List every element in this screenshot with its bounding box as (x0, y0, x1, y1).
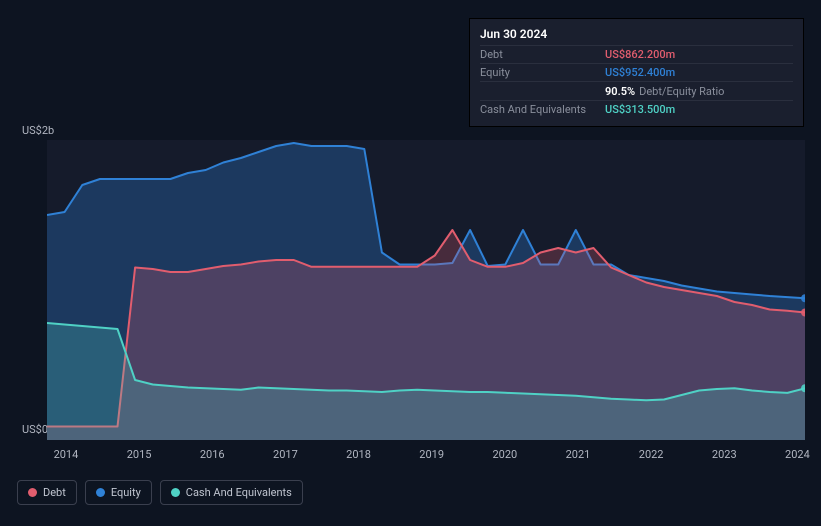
x-tick: 2023 (712, 448, 737, 461)
x-tick: 2016 (200, 448, 225, 461)
legend-item-cash[interactable]: Cash And Equivalents (160, 480, 303, 505)
legend-dot-icon (28, 488, 37, 497)
x-tick: 2024 (785, 448, 810, 461)
legend-dot-icon (171, 488, 180, 497)
legend-item-debt[interactable]: Debt (17, 480, 77, 505)
y-axis-min-label: US$0 (22, 423, 48, 436)
tooltip-ratio-value: 90.5% (605, 85, 635, 98)
y-axis-max-label: US$2b (22, 124, 54, 137)
x-tick: 2022 (639, 448, 664, 461)
tooltip-row-value: US$313.500m (605, 103, 675, 116)
tooltip-row-label: Cash And Equivalents (480, 103, 605, 116)
x-tick: 2020 (492, 448, 517, 461)
tooltip-row: EquityUS$952.400m (480, 63, 793, 81)
legend-label: Debt (43, 486, 66, 499)
x-tick: 2015 (127, 448, 152, 461)
tooltip-row: Cash And EquivalentsUS$313.500m (480, 100, 793, 118)
tooltip-row-value: US$862.200m (605, 48, 675, 61)
x-tick: 2019 (419, 448, 444, 461)
x-tick: 2017 (273, 448, 298, 461)
tooltip-row-label: Debt (480, 48, 605, 61)
x-tick: 2021 (566, 448, 591, 461)
legend-item-equity[interactable]: Equity (85, 480, 152, 505)
legend-label: Cash And Equivalents (186, 486, 292, 499)
x-axis: 2014 2015 2016 2017 2018 2019 2020 2021 2022 2023… (47, 448, 805, 468)
data-tooltip: Jun 30 2024 DebtUS$862.200mEquityUS$952.… (469, 18, 804, 127)
tooltip-row-label: Equity (480, 66, 605, 79)
tooltip-row: DebtUS$862.200m (480, 45, 793, 63)
chart-container: Jun 30 2024 DebtUS$862.200mEquityUS$952.… (0, 0, 821, 526)
legend-label: Equity (111, 486, 141, 499)
tooltip-row: 90.5% Debt/Equity Ratio (480, 81, 793, 100)
plot-area[interactable] (47, 140, 805, 440)
tooltip-date: Jun 30 2024 (480, 27, 793, 41)
tooltip-row-value: US$952.400m (605, 66, 675, 79)
legend-dot-icon (96, 488, 105, 497)
x-tick: 2014 (54, 448, 79, 461)
tooltip-ratio-label: Debt/Equity Ratio (639, 85, 724, 98)
x-tick: 2018 (346, 448, 371, 461)
tooltip-row-label (480, 84, 605, 98)
legend: Debt Equity Cash And Equivalents (17, 480, 303, 505)
area-chart-svg (47, 140, 805, 440)
